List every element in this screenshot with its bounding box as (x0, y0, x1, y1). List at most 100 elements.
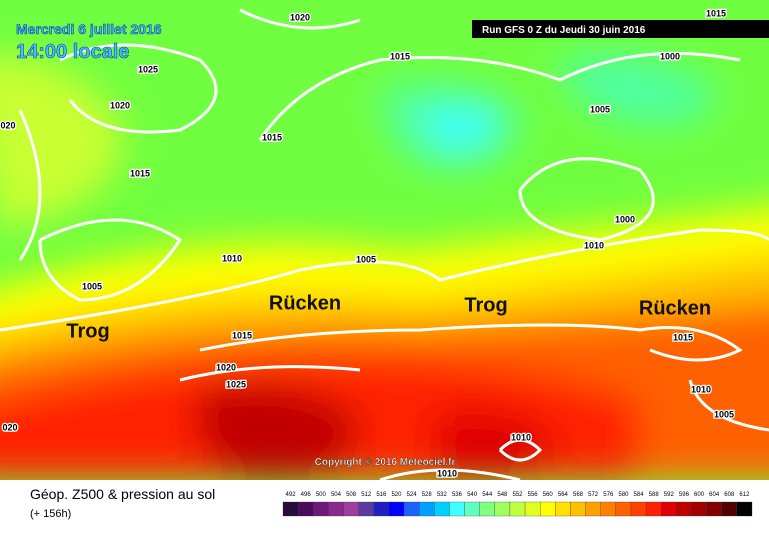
isobar-label: 1010 (222, 253, 242, 263)
isobar-label: 1010 (437, 468, 457, 478)
colorbar-tick-label: 548 (497, 492, 508, 498)
isobar-label: 1025 (138, 64, 158, 74)
colorbar-tick-label: 608 (724, 492, 735, 498)
legend-title: Géop. Z500 & pression au sol (30, 486, 215, 502)
valid-date: Mercredi 6 juillet 2016 (16, 21, 162, 37)
colorbar-tick-label: 556 (528, 492, 539, 498)
color-swatch (570, 501, 586, 517)
valid-time: 14:00 locale (16, 41, 129, 63)
color-swatch (464, 501, 480, 517)
colorbar-tick-label: 540 (467, 492, 478, 498)
colorbar-tick-label: 600 (694, 492, 705, 498)
color-swatch (479, 501, 495, 517)
colorbar-tick-label: 564 (558, 492, 569, 498)
isobar-label: 1015 (262, 132, 282, 142)
isobar-label-layer: 1020 1015 1025 1020 020 1015 1000 1005 1015 1015 1… (0, 7, 735, 480)
color-swatch (373, 501, 390, 517)
isobar-label: 1010 (584, 240, 604, 250)
isobar-label: 1005 (590, 104, 610, 114)
color-swatch (630, 501, 647, 517)
isobar-label: 1005 (82, 281, 102, 291)
colorbar-tick-label: 532 (437, 492, 448, 498)
isobar-label: 1005 (714, 409, 734, 419)
colorbar-tick-label: 580 (618, 492, 629, 498)
colorbar-tick-label: 612 (739, 492, 750, 498)
color-swatch (736, 501, 753, 517)
colorbar-tick-label: 496 (301, 492, 312, 498)
colorbar-tick-label: 492 (286, 492, 297, 498)
isobar-label: 1020 (290, 12, 310, 22)
map-field (0, 0, 769, 480)
lead-time: (+ 156h) (30, 508, 71, 520)
run-box (472, 20, 769, 38)
color-swatch (328, 501, 344, 517)
color-swatch (313, 501, 329, 517)
colorbar-tick-label: 516 (376, 492, 387, 498)
colorbar-tick-label: 528 (422, 492, 433, 498)
isobar-label: 1005 (356, 254, 376, 264)
color-swatch (282, 501, 299, 517)
isobar-label: 1025 (226, 379, 246, 389)
isobar-label: 020 (2, 422, 17, 432)
copyright: Copyright © 2016 Meteociel.fr (315, 457, 456, 468)
color-swatch (661, 501, 677, 517)
colorbar-tick-label: 500 (316, 492, 327, 498)
color-swatch (706, 501, 722, 517)
annotation: Rücken (639, 297, 711, 319)
color-swatch (645, 501, 662, 517)
color-swatch (358, 501, 374, 517)
color-swatch (419, 501, 435, 517)
isobar-label: 1015 (673, 332, 693, 342)
color-swatch (343, 501, 359, 517)
color-swatch (524, 501, 541, 517)
colorbar: 492 496 500 504 508 512 516 520 524 528 532 536 540 5… (282, 492, 753, 517)
colorbar-tick-label: 524 (407, 492, 418, 498)
colorbar-tick-label: 596 (679, 492, 690, 498)
isobar-label: 020 (0, 120, 15, 130)
run-info: Run GFS 0 Z du Jeudi 30 juin 2016 (482, 25, 646, 36)
colorbar-tick-label: 572 (588, 492, 599, 498)
colorbar-tick-label: 584 (634, 492, 645, 498)
colorbar-tick-label: 592 (664, 492, 675, 498)
colorbar-tick-label: 552 (512, 492, 523, 498)
color-swatch (676, 501, 692, 517)
isobar-label: 1020 (110, 100, 130, 110)
color-swatch (585, 501, 601, 517)
colorbar-tick-label: 560 (543, 492, 554, 498)
isobar-label: 1000 (615, 214, 635, 224)
color-swatch (297, 501, 314, 517)
color-swatch (494, 501, 511, 517)
color-swatch (555, 501, 571, 517)
color-swatch (403, 501, 420, 517)
isobar-label: 1000 (660, 51, 680, 61)
color-swatch (540, 501, 556, 517)
colorbar-tick-label: 588 (649, 492, 660, 498)
annotation: Trog (464, 294, 507, 316)
isobar-label: 1015 (706, 8, 726, 18)
annotation: Trog (66, 320, 109, 342)
colorbar-tick-label: 536 (452, 492, 463, 498)
color-swatch (691, 501, 707, 517)
color-swatch (434, 501, 450, 517)
color-swatch (615, 501, 632, 517)
colorbar-tick-label: 544 (482, 492, 493, 498)
isobar-label: 1015 (390, 51, 410, 61)
isobar-label: 1015 (130, 168, 150, 178)
color-swatch (600, 501, 616, 517)
isobar-label: 1020 (216, 362, 236, 372)
isobar-label: 1015 (232, 330, 252, 340)
colorbar-tick-label: 604 (709, 492, 720, 498)
annotation: Rücken (269, 292, 341, 314)
colorbar-tick-label: 520 (391, 492, 402, 498)
color-swatch (449, 501, 465, 517)
isobar-label: 1010 (511, 432, 531, 442)
colorbar-tick-label: 568 (573, 492, 584, 498)
colorbar-tick-label: 576 (603, 492, 614, 498)
color-swatch (721, 501, 738, 517)
annotation-layer: Trog Rücken Trog Rücken (66, 292, 711, 342)
isobar-label: 1010 (691, 384, 711, 394)
colorbar-tick-label: 508 (346, 492, 357, 498)
colorbar-tick-label: 512 (361, 492, 372, 498)
isobars (0, 8, 769, 482)
